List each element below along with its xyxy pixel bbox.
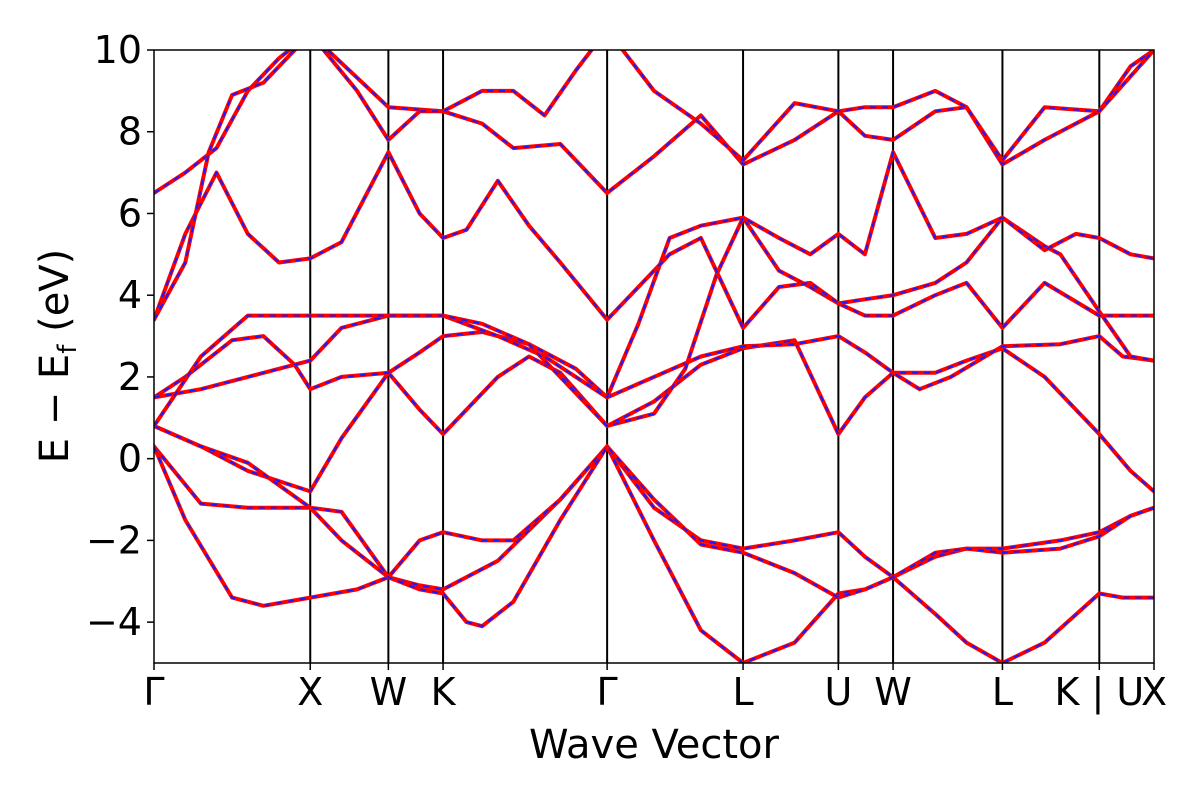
- x-tick-label: K | U: [1054, 670, 1144, 715]
- x-tick-label: Γ: [143, 670, 164, 714]
- band-series: [154, 50, 1154, 663]
- x-tick-label: X: [1141, 670, 1167, 714]
- band-line-dashed-9: [154, 50, 1154, 194]
- band-line-7: [154, 150, 1154, 428]
- x-tick-label: L: [992, 670, 1013, 714]
- band-line-9: [154, 50, 1154, 195]
- y-tick-label: −4: [86, 600, 142, 644]
- y-tick-label: 4: [118, 273, 142, 317]
- x-tick-label: U: [824, 670, 852, 714]
- y-axis-ticks: 10 8 6 4 2 0 −2 −4: [86, 28, 154, 644]
- band-line-dashed-5: [154, 331, 1154, 399]
- y-tick-label: 2: [118, 355, 142, 399]
- band-line-2: [154, 444, 1154, 663]
- y-tick-label: 8: [118, 110, 142, 154]
- band-line-dashed-10: [154, 50, 1154, 321]
- band-line-5: [154, 330, 1154, 400]
- band-line-8: [154, 150, 1154, 330]
- band-line-4: [154, 424, 1154, 629]
- band-line-dashed-4: [154, 425, 1154, 628]
- band-line-dashed-6: [154, 216, 1154, 399]
- x-tick-label: W: [370, 670, 408, 714]
- y-axis-title-main: E − E: [32, 354, 78, 464]
- band-line-dashed-1: [154, 445, 1154, 591]
- band-line-dashed-7: [154, 151, 1154, 427]
- band-line-6: [154, 215, 1154, 400]
- y-axis-title-unit: (eV): [32, 249, 78, 345]
- y-axis-title: E − Ef (eV): [32, 249, 83, 464]
- y-tick-label: 0: [118, 437, 142, 481]
- y-tick-label: 10: [94, 28, 142, 72]
- y-axis-title-sub: f: [53, 344, 83, 354]
- x-tick-label: K: [431, 670, 457, 714]
- x-axis-title: Wave Vector: [529, 722, 780, 768]
- band-line-1: [154, 444, 1154, 592]
- band-line-dashed-2: [154, 445, 1154, 663]
- band-line-dashed-8: [154, 151, 1154, 329]
- x-tick-label: X: [297, 670, 323, 714]
- plot-frame: [153, 49, 1155, 664]
- x-tick-label: W: [874, 670, 912, 714]
- x-tick-label: L: [732, 670, 753, 714]
- x-tick-label: Γ: [597, 670, 618, 714]
- y-tick-label: 6: [118, 191, 142, 235]
- y-tick-label: −2: [86, 518, 142, 562]
